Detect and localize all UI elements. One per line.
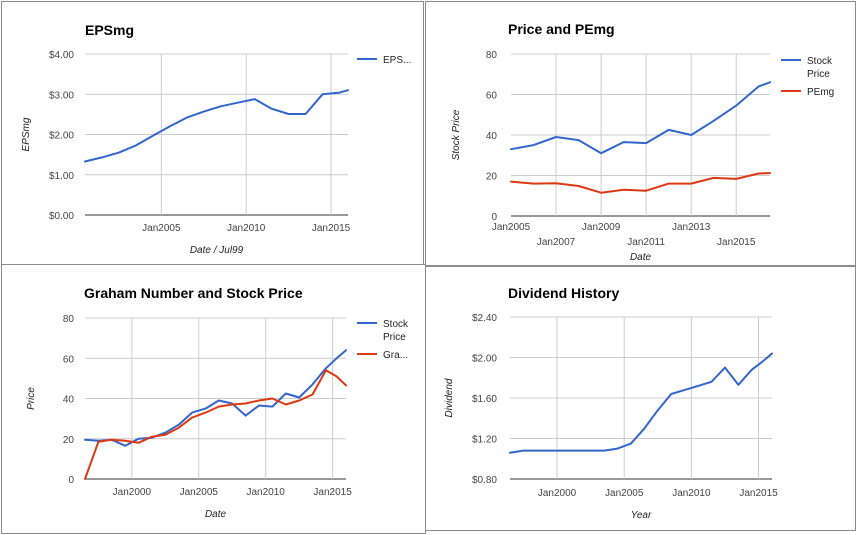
x-tick-label: Jan2000 [538, 488, 577, 499]
x-tick-label: Jan2005 [142, 223, 181, 234]
y-tick-label: $3.00 [49, 90, 74, 101]
x-tick-label: Jan2015 [313, 487, 352, 498]
legend-item-2: Gra... [357, 350, 408, 361]
y-tick-label: $4.00 [49, 50, 74, 61]
graham-chart-panel: Graham Number and Stock Price 0 20 40 60 80 Ja… [1, 264, 426, 534]
legend-label: Stock Price [807, 56, 833, 80]
y-axis-title: EPSmg [21, 117, 32, 151]
y-axis-title: Stock Price [451, 109, 462, 160]
eps-chart-panel: EPSmg $0.00 $1.00 $2.00 $3.00 $4.00 Jan2005 Jan… [1, 1, 424, 266]
series-line [509, 352, 773, 454]
series-line [84, 89, 349, 163]
x-axis-title: Date [630, 252, 652, 263]
x-tick-label: Jan2010 [247, 487, 286, 498]
series-1 [84, 349, 347, 447]
y-tick-label: $2.40 [472, 313, 497, 324]
y-tick-label: $1.60 [472, 394, 497, 405]
x-tick-label: Jan2000 [113, 487, 152, 498]
x-tick-label: Jan2010 [672, 488, 711, 499]
y-tick-label: $1.00 [49, 171, 74, 182]
series-2 [510, 172, 771, 194]
y-tick-label: $1.20 [472, 435, 497, 446]
x-tick-label: Jan2005 [605, 488, 644, 499]
y-tick-label: 80 [486, 50, 498, 61]
series-1 [510, 81, 771, 155]
y-tick-label: 0 [68, 475, 74, 486]
price-pe-chart-panel: Price and PEmg 0 20 40 60 80 Jan2005 Jan2007 Jan… [425, 1, 856, 266]
legend-item-1: Stock Price [781, 56, 833, 80]
price-pe-chart: Price and PEmg 0 20 40 60 80 Jan2005 Jan2007 Jan… [451, 21, 834, 263]
legend-label: EPS... [383, 55, 411, 66]
legend-item-1: EPS... [357, 55, 411, 66]
y-tick-label: 20 [63, 435, 75, 446]
chart-title: EPSmg [85, 22, 134, 38]
chart-title: Price and PEmg [508, 21, 615, 37]
chart-title: Dividend History [508, 285, 619, 301]
legend-label: PEmg [807, 87, 834, 98]
series-line [84, 349, 347, 447]
chart-title: Graham Number and Stock Price [84, 285, 303, 301]
x-tick-label: Jan2007 [537, 237, 576, 248]
x-tick-label: Jan2011 [627, 237, 665, 248]
y-tick-label: 40 [63, 395, 75, 406]
legend-label: Gra... [383, 350, 408, 361]
series-line [510, 172, 771, 194]
dividend-chart-panel: Dividend History $0.80 $1.20 $1.60 $2.00 $2.4… [425, 266, 856, 531]
x-tick-label: Jan2005 [180, 487, 219, 498]
graham-chart: Graham Number and Stock Price 0 20 40 60 80 Ja… [26, 285, 409, 520]
legend-item-2: PEmg [781, 87, 834, 98]
x-axis-title: Year [631, 510, 652, 521]
y-tick-label: $2.00 [472, 354, 497, 365]
series-2 [84, 369, 347, 480]
y-tick-label: 60 [63, 354, 75, 365]
y-tick-label: 0 [491, 212, 497, 223]
x-axis-title: Date [205, 509, 227, 520]
x-tick-label: Jan2009 [582, 222, 621, 233]
x-tick-label: Jan2010 [227, 223, 266, 234]
eps-chart: EPSmg $0.00 $1.00 $2.00 $3.00 $4.00 Jan2005 Jan… [21, 22, 411, 256]
y-tick-label: 80 [63, 314, 75, 325]
y-tick-label: 20 [486, 172, 498, 183]
legend-item-1: Stock Price [357, 319, 409, 343]
x-tick-label: Jan2015 [717, 237, 756, 248]
x-tick-label: Jan2013 [672, 222, 711, 233]
y-tick-label: 60 [486, 91, 498, 102]
series-1 [509, 352, 773, 454]
y-axis-title: Price [26, 387, 37, 410]
x-tick-label: Jan2015 [312, 223, 351, 234]
y-tick-label: $0.80 [472, 475, 497, 486]
series-line [84, 369, 347, 480]
x-tick-label: Jan2005 [492, 222, 531, 233]
x-axis-title: Date / Jul99 [190, 245, 244, 256]
dividend-chart: Dividend History $0.80 $1.20 $1.60 $2.00 $2.4… [444, 285, 778, 521]
y-tick-label: $0.00 [49, 211, 74, 222]
y-tick-label: 40 [486, 131, 498, 142]
legend-label: Stock Price [383, 319, 409, 343]
x-tick-label: Jan2015 [739, 488, 778, 499]
y-axis-title: Dividend [444, 378, 455, 417]
series-1 [84, 89, 349, 163]
y-tick-label: $2.00 [49, 131, 74, 142]
series-line [510, 81, 771, 155]
